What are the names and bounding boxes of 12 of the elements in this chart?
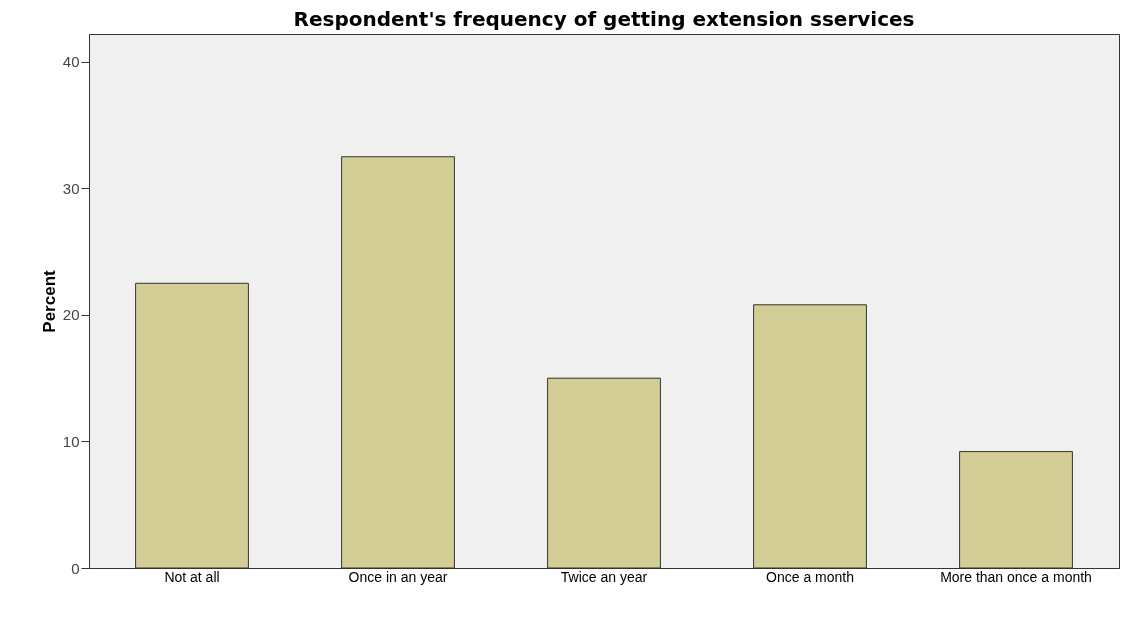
y-tick-label: 10 bbox=[62, 432, 80, 450]
y-axis-title: Percent bbox=[39, 269, 59, 333]
y-tick-label: 40 bbox=[62, 53, 80, 71]
x-tick-label: Twice an year bbox=[560, 568, 648, 585]
y-tick-label: 30 bbox=[62, 179, 80, 197]
x-tick-label: More than once a month bbox=[940, 568, 1092, 585]
x-tick-label: Not at all bbox=[164, 568, 220, 585]
y-tick-label: 20 bbox=[62, 306, 80, 324]
x-tick-label: Once in an year bbox=[348, 568, 448, 585]
chart-title: Respondent's frequency of getting extension sservices bbox=[293, 7, 915, 31]
x-tick-label: Once a month bbox=[766, 568, 854, 585]
y-tick-label: 0 bbox=[71, 559, 80, 577]
